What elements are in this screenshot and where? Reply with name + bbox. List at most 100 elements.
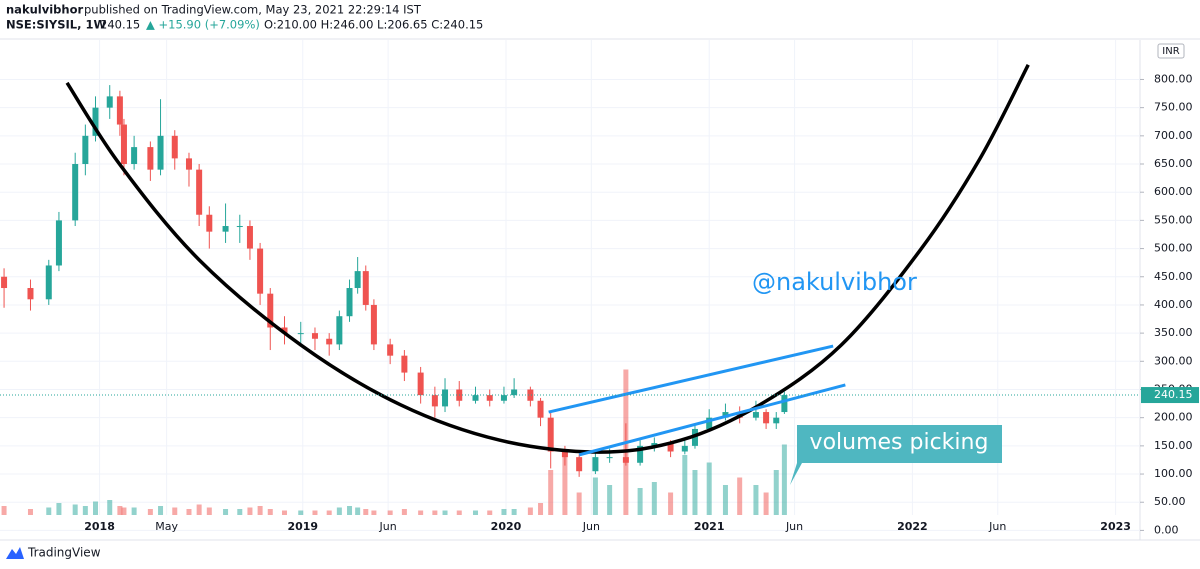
volume-bar <box>668 492 674 515</box>
candle-body <box>206 214 213 232</box>
candle-body <box>362 271 369 305</box>
candle-body <box>417 372 424 396</box>
volume-bar <box>257 506 263 515</box>
candle-body <box>781 395 788 413</box>
volume-bar <box>487 510 493 515</box>
callout-box <box>790 425 1002 485</box>
candle-body <box>401 355 408 373</box>
candle-body <box>442 389 449 407</box>
candle-body <box>667 443 674 452</box>
volume-bar <box>387 510 393 515</box>
y-tick-label: 600.00 <box>1154 185 1193 198</box>
candle-body <box>27 288 34 300</box>
candle-body <box>387 344 394 356</box>
candle-body <box>82 135 89 165</box>
candle-body <box>773 417 780 424</box>
volume-bar <box>72 504 78 515</box>
candle-body <box>92 107 99 136</box>
volume-bar <box>121 507 127 515</box>
candle-body <box>131 147 138 165</box>
volume-bar <box>456 510 462 515</box>
x-tick-label: Jun <box>988 520 1006 533</box>
volume-bar <box>363 509 369 515</box>
candle-body <box>1 276 8 289</box>
volume-bar <box>371 510 377 515</box>
x-tick-label: 2022 <box>897 520 928 533</box>
candle-body <box>537 400 544 418</box>
volume-bar <box>692 470 698 515</box>
candle-body <box>370 304 377 345</box>
volume-bar <box>607 485 613 515</box>
volume-bar <box>355 507 361 515</box>
price: 240.15 <box>100 18 140 32</box>
y-tick-label: 500.00 <box>1154 242 1193 255</box>
last-price-label: 240.15 <box>1154 388 1193 401</box>
candle-body <box>722 412 729 418</box>
candle-body <box>116 96 123 125</box>
candle-body <box>606 457 613 459</box>
volume-bar <box>27 509 33 515</box>
currency: INR <box>1162 46 1179 57</box>
candle-body <box>311 333 318 339</box>
candle-body <box>267 293 274 328</box>
volume-bar <box>347 506 353 515</box>
candle-body <box>257 248 264 294</box>
candle-body <box>157 135 164 170</box>
volume-bar <box>527 507 533 515</box>
candle-body <box>281 327 288 334</box>
volume-bar <box>267 509 273 515</box>
volume-bar <box>501 509 507 515</box>
volume-bar <box>1 506 7 515</box>
volume-bar <box>432 510 438 515</box>
candle-body <box>236 226 243 228</box>
channel-line <box>578 383 846 457</box>
candle-body <box>622 457 629 463</box>
volume-bar <box>93 501 99 515</box>
candle-body <box>706 417 713 429</box>
volume-bar <box>418 510 424 515</box>
x-tick-label: Jun <box>379 520 397 533</box>
volume-bar <box>247 507 253 515</box>
candle-body <box>486 395 493 401</box>
y-tick-label: 350.00 <box>1154 326 1193 339</box>
volume-bar <box>682 455 688 515</box>
volume-bar <box>82 506 88 515</box>
candle-body <box>222 226 229 232</box>
volume-bar <box>336 507 342 515</box>
volume-bar <box>548 470 554 515</box>
x-tick-label: Jun <box>582 520 600 533</box>
volume-bar <box>763 492 769 515</box>
volume-bar <box>147 509 153 515</box>
candle-body <box>511 389 518 396</box>
y-tick-label: 800.00 <box>1154 72 1193 85</box>
volume-bar <box>223 509 229 515</box>
volume-bar <box>46 507 52 515</box>
volume-bar <box>56 503 62 515</box>
candle-body <box>171 135 178 159</box>
y-tick-label: 100.00 <box>1154 467 1193 480</box>
candle-body <box>500 395 507 401</box>
change: ▲ +15.90 (+7.09%) <box>146 18 260 32</box>
volume-bar <box>107 500 113 515</box>
candle-body <box>763 412 770 424</box>
author: nakulvibhor <box>6 3 83 17</box>
candle-body <box>651 443 658 446</box>
candle-body <box>637 445 644 463</box>
y-tick-label: 650.00 <box>1154 157 1193 170</box>
y-tick-label: 200.00 <box>1154 411 1193 424</box>
candle-body <box>297 333 304 335</box>
published: published on TradingView.com, May 23, 20… <box>84 3 422 17</box>
volume-bar <box>117 506 123 515</box>
channel-line <box>548 344 834 414</box>
candle-body <box>336 316 343 345</box>
candle-body <box>576 457 583 472</box>
volume-bar <box>172 507 178 515</box>
volume-bar <box>237 509 243 515</box>
candle-body <box>527 389 534 401</box>
y-tick-label: 400.00 <box>1154 298 1193 311</box>
candle-body <box>354 271 361 289</box>
candle-body <box>561 451 568 458</box>
y-tick-label: 150.00 <box>1154 439 1193 452</box>
volume-bar <box>576 492 582 515</box>
